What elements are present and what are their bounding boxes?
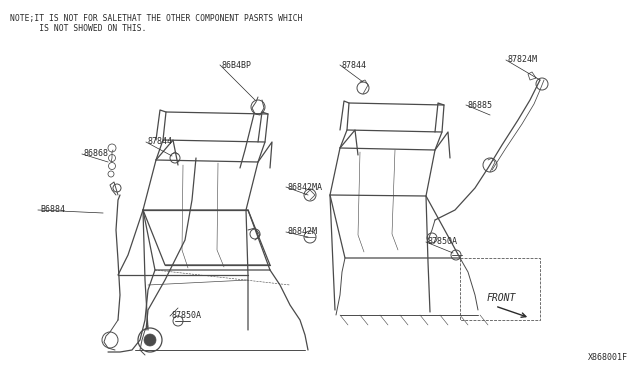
- Text: 87844: 87844: [148, 138, 173, 147]
- Text: FRONT: FRONT: [487, 293, 516, 303]
- Text: 87850A: 87850A: [428, 237, 458, 247]
- Text: 86885: 86885: [468, 100, 493, 109]
- Text: NOTE;IT IS NOT FOR SALETHAT THE OTHER COMPONENT PASRTS WHICH: NOTE;IT IS NOT FOR SALETHAT THE OTHER CO…: [10, 14, 303, 23]
- Text: IS NOT SHOWED ON THIS.: IS NOT SHOWED ON THIS.: [10, 24, 147, 33]
- Text: 86842M: 86842M: [288, 228, 318, 237]
- Text: 86842MA: 86842MA: [288, 183, 323, 192]
- Text: 86B4BP: 86B4BP: [222, 61, 252, 70]
- Text: 86868: 86868: [84, 150, 109, 158]
- Text: 87824M: 87824M: [508, 55, 538, 64]
- Circle shape: [144, 334, 156, 346]
- Text: B6884: B6884: [40, 205, 65, 215]
- Text: 87844: 87844: [342, 61, 367, 70]
- Text: 87850A: 87850A: [172, 311, 202, 321]
- Text: X868001F: X868001F: [588, 353, 628, 362]
